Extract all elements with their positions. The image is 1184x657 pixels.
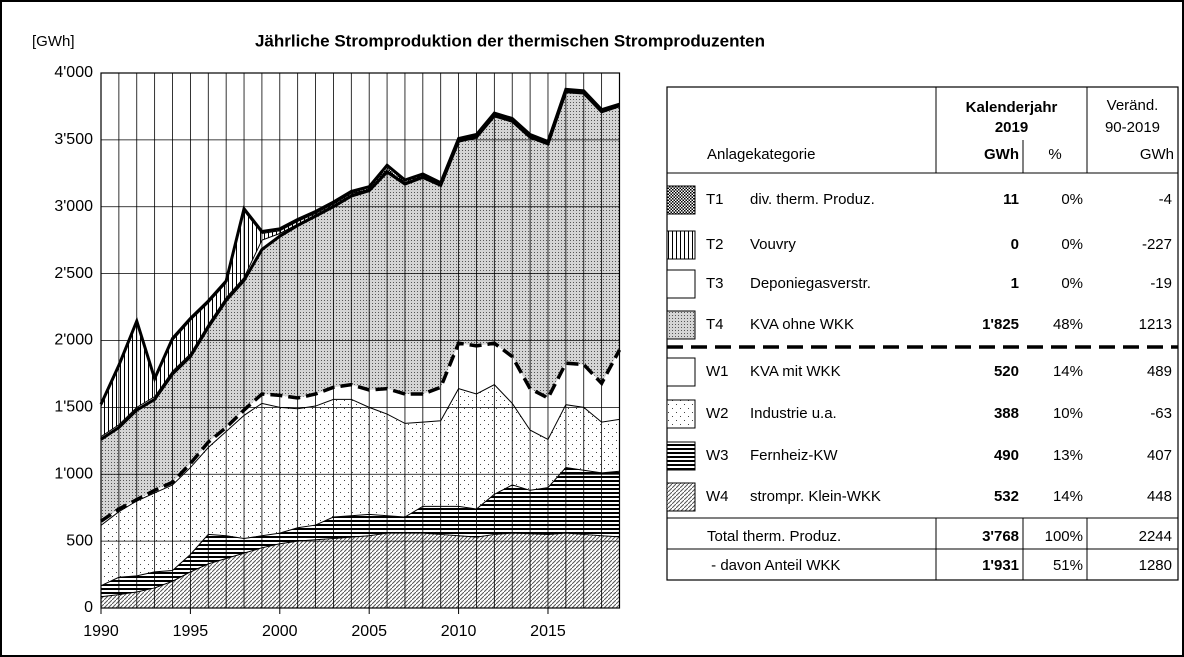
table-header: 2019 <box>995 119 1028 136</box>
table-cell: Deponiegasverstr. <box>750 275 871 292</box>
table-cell: 14% <box>1053 488 1083 505</box>
table-header: GWh <box>1140 146 1174 163</box>
table-cell: 1280 <box>1139 557 1172 574</box>
table-cell: W1 <box>706 363 729 380</box>
table-cell: Vouvry <box>750 236 796 253</box>
table-cell: T4 <box>706 316 724 333</box>
table-cell: 388 <box>994 405 1019 422</box>
y-unit: [GWh] <box>32 33 75 50</box>
table-cell: 1'931 <box>982 557 1019 574</box>
legend-swatch <box>666 441 696 471</box>
x-tick-label: 2010 <box>441 623 477 640</box>
table-cell: Industrie u.a. <box>750 405 837 422</box>
table-cell: KVA mit WKK <box>750 363 841 380</box>
table-cell: 0 <box>1011 236 1019 253</box>
y-tick-label: 2'500 <box>54 265 93 282</box>
boundary-line <box>100 532 620 598</box>
table-header: Anlagekategorie <box>707 146 815 163</box>
table-cell: Fernheiz-KW <box>750 447 838 464</box>
table-cell: - davon Anteil WKK <box>707 557 840 574</box>
table-cell: -227 <box>1142 236 1172 253</box>
legend-swatch <box>666 230 696 260</box>
table-cell: 490 <box>994 447 1019 464</box>
table-cell: strompr. Klein-WKK <box>750 488 881 505</box>
plot-frame <box>100 72 621 609</box>
table-header: Kalenderjahr <box>966 99 1058 116</box>
chart-title: Jährliche Stromproduktion der thermische… <box>255 31 765 50</box>
legend-swatch <box>666 482 696 512</box>
table-cell: 0% <box>1061 275 1083 292</box>
table-cell: 1'825 <box>982 316 1019 333</box>
table-cell: 11 <box>1003 191 1019 208</box>
table-header: Veränd. <box>1107 97 1159 114</box>
boundary-line <box>100 467 620 587</box>
legend-swatch <box>666 357 696 387</box>
table-cell: 2244 <box>1139 528 1172 545</box>
table-cell: 10% <box>1053 405 1083 422</box>
y-tick-label: 1'500 <box>54 399 93 416</box>
table-header: 90-2019 <box>1105 119 1160 136</box>
y-tick-label: 3'500 <box>54 131 93 148</box>
table-cell: T3 <box>706 275 724 292</box>
area <box>101 91 620 522</box>
y-tick-label: 1'000 <box>54 465 93 482</box>
y-tick-label: 4'000 <box>54 64 93 81</box>
table-cell: 51% <box>1053 557 1083 574</box>
x-tick-label: 2005 <box>351 623 387 640</box>
table-cell: 48% <box>1053 316 1083 333</box>
table-cell: -4 <box>1159 191 1172 208</box>
table-cell: 1213 <box>1139 316 1172 333</box>
y-tick-label: 3'000 <box>54 198 93 215</box>
x-tick-label: 2015 <box>530 623 566 640</box>
x-tick-label: 1990 <box>83 623 119 640</box>
table-cell: 489 <box>1147 363 1172 380</box>
table-frame <box>666 86 1179 581</box>
table-header: GWh <box>984 146 1019 163</box>
table-header: % <box>1048 146 1061 163</box>
table-cell: 14% <box>1053 363 1083 380</box>
y-tick-label: 500 <box>66 532 93 549</box>
table-cell: T1 <box>706 191 724 208</box>
legend-swatch <box>666 399 696 429</box>
table-cell: Total therm. Produz. <box>707 528 841 545</box>
area <box>101 384 620 586</box>
table-cell: 0% <box>1061 191 1083 208</box>
boundary-line <box>99 87 620 405</box>
table-cell: 13% <box>1053 447 1083 464</box>
table-cell: -63 <box>1150 405 1172 422</box>
table-cell: 100% <box>1045 528 1083 545</box>
area <box>101 467 620 597</box>
boundary-line <box>100 341 622 523</box>
legend-swatch <box>666 310 696 340</box>
x-tick-label: 1995 <box>173 623 209 640</box>
y-tick-label: 0 <box>84 599 93 616</box>
table-cell: div. therm. Produz. <box>750 191 875 208</box>
table-cell: W2 <box>706 405 729 422</box>
legend-table: Kalenderjahr 2019 Veränd. 90-2019 Anlagekate… <box>666 86 1179 581</box>
area <box>101 533 620 608</box>
table-cell: T2 <box>706 236 724 253</box>
table-cell: 1 <box>1011 275 1019 292</box>
x-tick-label: 2000 <box>262 623 298 640</box>
table-cell: -19 <box>1150 275 1172 292</box>
legend-swatch <box>666 269 696 299</box>
table-cell: 520 <box>994 363 1019 380</box>
table-cell: W3 <box>706 447 729 464</box>
boundary-line <box>100 384 620 526</box>
table-cell: 532 <box>994 488 1019 505</box>
table-cell: 448 <box>1147 488 1172 505</box>
plot: 0 500 1'000 1'500 2'000 2'500 3'000 3'500 4'000 1… <box>54 64 622 640</box>
table-cell: 407 <box>1147 447 1172 464</box>
table-cell: W4 <box>706 488 729 505</box>
y-tick-label: 2'000 <box>54 332 93 349</box>
boundary-line <box>100 90 620 441</box>
legend-swatch <box>666 185 696 215</box>
table-cell: 0% <box>1061 236 1083 253</box>
table-cell: KVA ohne WKK <box>750 316 854 333</box>
table-cell: 3'768 <box>982 528 1019 545</box>
